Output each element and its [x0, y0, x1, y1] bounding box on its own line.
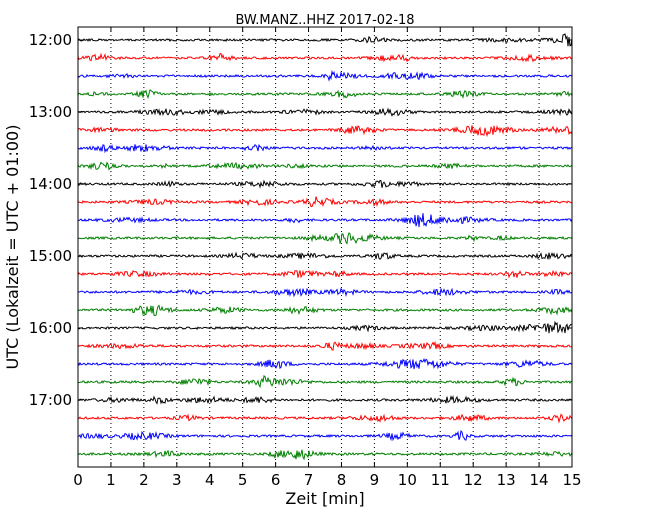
seismic-trace: [77, 395, 573, 405]
seismic-trace: [77, 124, 573, 138]
seismic-trace: [77, 251, 573, 261]
plot-frame: [77, 26, 573, 468]
x-tick-label: 1: [106, 471, 116, 489]
seismic-trace: [77, 320, 573, 334]
y-tick-label: 16:00: [29, 319, 72, 337]
seismic-trace: [77, 33, 573, 47]
x-axis-label: Zeit [min]: [285, 489, 364, 508]
grid-layer: [110, 27, 540, 467]
x-tick-label: 2: [139, 471, 149, 489]
seismic-trace: [77, 196, 573, 208]
y-tick-label: 14:00: [29, 175, 72, 193]
y-axis-label: UTC (Lokalzeit = UTC + 01:00): [3, 125, 22, 370]
x-tick-label: 8: [337, 471, 347, 489]
x-tick-label: 10: [398, 471, 417, 489]
y-tick-label: 13:00: [29, 103, 72, 121]
y-tick-label: 17:00: [29, 391, 72, 409]
x-tick-label: 5: [238, 471, 248, 489]
seismic-trace: [77, 357, 573, 370]
seismic-trace: [77, 179, 573, 189]
x-tick-label: 15: [562, 471, 581, 489]
x-tick-label: 12: [464, 471, 483, 489]
x-tick-label: 13: [497, 471, 516, 489]
seismic-trace: [77, 107, 573, 117]
seismic-trace: [77, 304, 573, 317]
x-tick-label: 11: [431, 471, 450, 489]
seismic-trace: [77, 213, 573, 228]
x-tick-label: 7: [304, 471, 314, 489]
x-tick-label: 3: [172, 471, 182, 489]
seismic-trace: [77, 449, 573, 461]
seismic-trace: [77, 69, 573, 82]
seismic-trace: [77, 143, 573, 154]
trace-layer: [77, 33, 573, 461]
seismic-trace: [77, 52, 573, 63]
x-tick-label: 14: [530, 471, 549, 489]
seismic-trace: [77, 287, 573, 298]
y-tick-label: 15:00: [29, 247, 72, 265]
seismic-trace: [77, 161, 573, 171]
seismic-trace: [77, 269, 573, 279]
seismic-trace: [77, 413, 573, 424]
x-tick-label: 6: [271, 471, 281, 489]
x-tick-label: 9: [370, 471, 380, 489]
chart-title: BW.MANZ..HHZ 2017-02-18: [235, 13, 414, 28]
x-tick-label: 0: [73, 471, 83, 489]
seismic-trace: [77, 232, 573, 245]
tick-layer: 0 1 2 3 4 5 6 7 8 9 10 11 12 13 14 1512:0013:0014:0015:…: [29, 27, 582, 489]
x-tick-label: 4: [205, 471, 215, 489]
seismic-trace: [77, 89, 573, 100]
y-tick-label: 12:00: [29, 31, 72, 49]
seismic-trace: [77, 374, 573, 389]
seismic-trace: [77, 430, 573, 442]
seismic-trace: [77, 340, 573, 351]
